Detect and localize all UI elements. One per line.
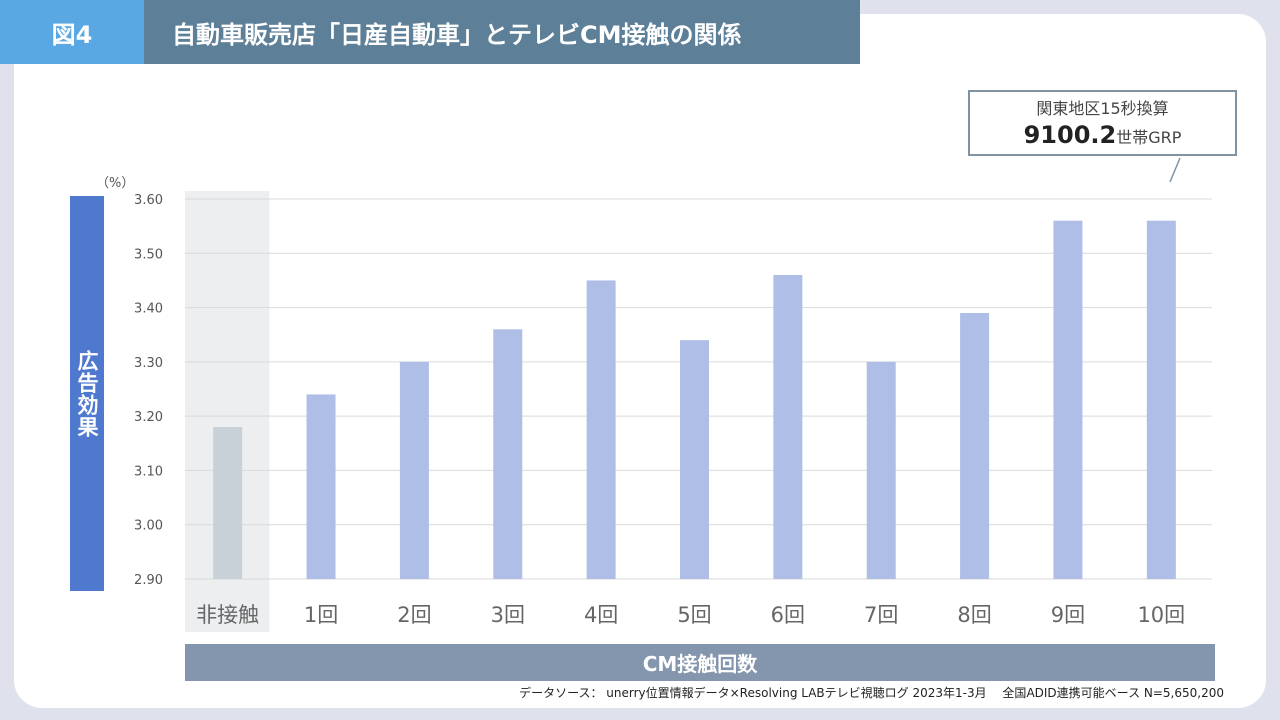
bar	[213, 427, 243, 579]
page-title: 自動車販売店「日産自動車」とテレビCM接触の関係	[144, 0, 860, 64]
y-axis-title: 広告効果	[70, 196, 104, 591]
y-tick-label: 3.00	[134, 519, 163, 534]
callout-value: 9100.2	[1023, 121, 1117, 149]
bar	[1146, 220, 1176, 579]
grp-callout: 関東地区15秒換算 9100.2世帯GRP	[968, 90, 1237, 156]
y-tick-label: 3.60	[134, 193, 163, 208]
y-tick-label: 2.90	[134, 573, 163, 588]
y-tick-label: 3.30	[134, 356, 163, 371]
x-tick-label: 7回	[864, 603, 898, 627]
bar	[960, 313, 990, 579]
y-unit-label: （%）	[96, 176, 135, 191]
y-axis-title-text: 広告効果	[75, 349, 99, 438]
callout-unit: 世帯GRP	[1116, 128, 1182, 147]
callout-caption: 関東地区15秒換算	[1036, 99, 1169, 118]
x-tick-label: 3回	[491, 603, 525, 627]
y-tick-label: 3.10	[134, 464, 163, 479]
callout-value-row: 9100.2世帯GRP	[970, 121, 1235, 149]
bar	[306, 394, 336, 579]
data-source-note: データソース： unerry位置情報データ×Resolving LABテレビ視聴…	[519, 686, 1224, 700]
x-tick-label: 非接触	[196, 603, 259, 627]
x-axis-title: CM接触回数	[185, 644, 1215, 681]
x-tick-label: 6回	[771, 603, 805, 627]
figure-label: 図4	[0, 0, 144, 64]
x-tick-label: 2回	[397, 603, 431, 627]
callout-pointer	[1169, 157, 1181, 183]
bar	[586, 280, 616, 579]
bar	[680, 340, 709, 579]
x-tick-label: 10回	[1137, 603, 1185, 627]
x-tick-label: 4回	[584, 603, 618, 627]
x-tick-label: 5回	[677, 603, 711, 627]
bar	[866, 361, 896, 579]
bar	[1053, 220, 1083, 579]
y-tick-label: 3.40	[134, 302, 163, 317]
bar	[493, 329, 523, 579]
bar	[399, 361, 429, 579]
x-tick-label: 8回	[957, 603, 991, 627]
x-tick-label: 1回	[304, 603, 338, 627]
x-tick-label: 9回	[1051, 603, 1085, 627]
bar	[773, 275, 803, 579]
y-tick-label: 3.50	[134, 247, 163, 262]
y-tick-label: 3.20	[134, 410, 163, 425]
